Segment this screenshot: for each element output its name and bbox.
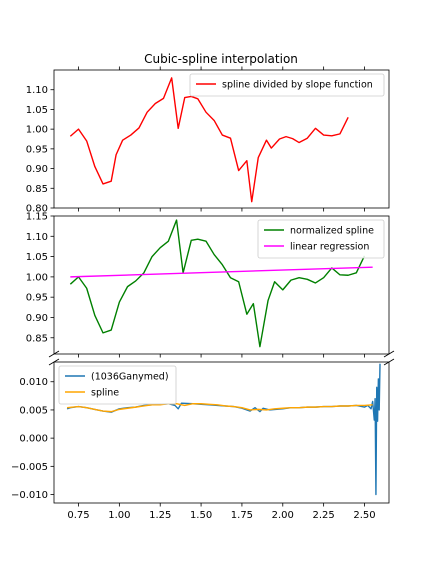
legend-entry: (1036Ganymed) (91, 372, 169, 383)
y-tick-label: 0.005 (19, 405, 48, 416)
y-tick-label: 0.85 (26, 184, 48, 195)
legend-box (58, 365, 177, 405)
legend-entry: spline divided by slope function (222, 80, 373, 91)
y-tick-label: 1.05 (26, 252, 48, 263)
y-tick-label: 0.010 (19, 377, 48, 388)
y-tick-label: 1.05 (26, 105, 48, 116)
legend-entry: spline (91, 388, 119, 399)
series-line-spline-divided-by-slope-function (69, 77, 349, 203)
y-tick-label: 0.95 (26, 144, 48, 155)
panel-1: 0.80 0.85 0.90 0.95 1.00 1.05 1.10 spline divid… (26, 66, 390, 215)
x-tick-label: 2.25 (313, 510, 335, 521)
y-tick-label: −0.005 (11, 462, 48, 473)
axes-frame (53, 361, 390, 504)
axis-break-mark (383, 350, 395, 358)
x-tick-label: 1.00 (108, 510, 130, 521)
axis-break-mark (48, 358, 60, 366)
axis-break-mark (383, 358, 395, 366)
legend: spline divided by slope function (189, 73, 385, 97)
legend: (1036Ganymed) spline (58, 365, 177, 405)
y-tick-label: 1.10 (26, 232, 48, 243)
x-tick-label: 1.75 (231, 510, 253, 521)
y-tick-label: 0.90 (26, 313, 48, 324)
y-tick-label: 0.90 (26, 164, 48, 175)
panel-2: 0.85 0.90 0.95 1.00 1.05 1.10 1.15 normalized s… (26, 212, 390, 358)
series-line-normalized-spline (69, 219, 366, 348)
series-line-linear-regression (70, 266, 373, 278)
axes-frame (53, 69, 390, 209)
legend-box (189, 73, 385, 97)
y-tick-label: 1.15 (26, 212, 48, 223)
y-tick-label: 0.85 (26, 333, 48, 344)
y-tick-label: 0.95 (26, 293, 48, 304)
y-tick-label: 0.000 (19, 434, 48, 445)
x-tick-label: 2.00 (272, 510, 294, 521)
y-tick-label: 1.00 (26, 125, 48, 136)
y-tick-label: −0.010 (11, 490, 48, 501)
x-tick-label: 1.25 (149, 510, 171, 521)
panel-3: −0.010 −0.005 0.000 0.005 0.010 0.75 1.00 1.25 1… (11, 361, 390, 521)
legend-entry: normalized spline (290, 226, 374, 237)
x-tick-label: 2.50 (353, 510, 375, 521)
axis-break-mark (48, 350, 60, 358)
x-tick-label: 1.50 (190, 510, 212, 521)
y-tick-label: 1.10 (26, 85, 48, 96)
y-tick-label: 0.80 (26, 204, 48, 215)
chart-title: Cubic-spline interpolation (144, 52, 298, 66)
legend: normalized spline linear regression (257, 219, 385, 259)
y-tick-label: 1.00 (26, 272, 48, 283)
axes-frame (53, 215, 390, 355)
x-tick-label: 0.75 (67, 510, 89, 521)
legend-entry: linear regression (290, 242, 369, 253)
series-line-spline (67, 403, 373, 413)
legend-box (257, 219, 385, 259)
